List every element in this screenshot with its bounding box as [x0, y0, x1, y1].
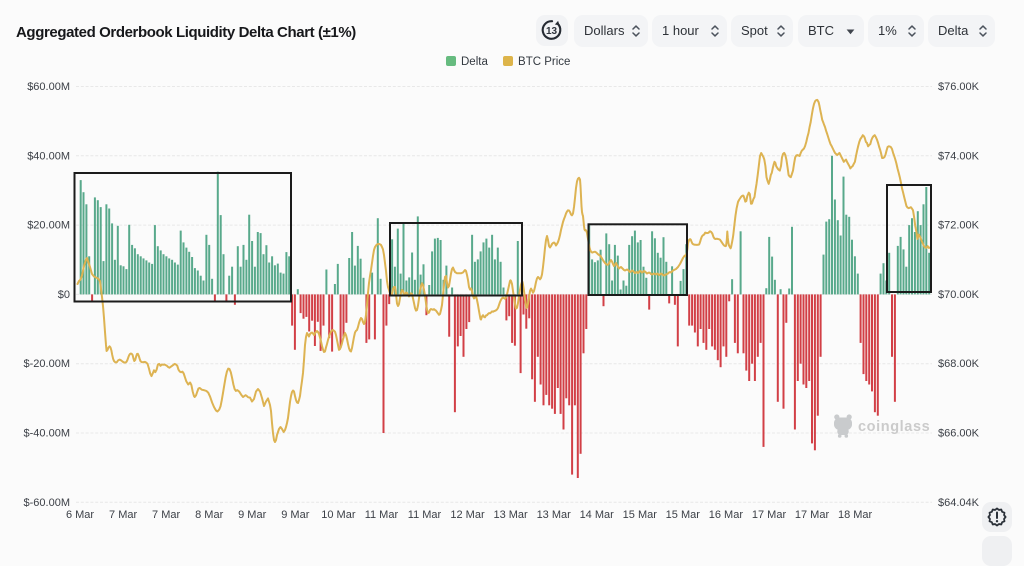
svg-text:$64.04K: $64.04K — [938, 497, 980, 509]
svg-text:17 Mar: 17 Mar — [795, 509, 830, 521]
svg-text:14 Mar: 14 Mar — [580, 509, 615, 521]
svg-text:$74.00K: $74.00K — [938, 150, 980, 162]
svg-text:$76.00K: $76.00K — [938, 81, 980, 93]
svg-text:12 Mar: 12 Mar — [450, 509, 485, 521]
svg-text:$72.00K: $72.00K — [938, 220, 980, 232]
svg-text:15 Mar: 15 Mar — [666, 509, 701, 521]
svg-text:13: 13 — [546, 26, 558, 37]
svg-text:$20.00M: $20.00M — [27, 220, 70, 232]
svg-text:11 Mar: 11 Mar — [408, 509, 442, 521]
svg-text:$60.00M: $60.00M — [27, 81, 70, 93]
svg-text:7 Mar: 7 Mar — [109, 509, 137, 521]
svg-text:17 Mar: 17 Mar — [752, 509, 787, 521]
svg-text:16 Mar: 16 Mar — [709, 509, 744, 521]
svg-text:10 Mar: 10 Mar — [321, 509, 356, 521]
svg-text:$0: $0 — [58, 289, 70, 301]
svg-text:$-40.00M: $-40.00M — [24, 428, 70, 440]
svg-text:13 Mar: 13 Mar — [493, 509, 528, 521]
svg-text:coinglass: coinglass — [858, 419, 930, 435]
svg-text:18 Mar: 18 Mar — [838, 509, 873, 521]
svg-text:$40.00M: $40.00M — [27, 150, 70, 162]
svg-text:$-60.00M: $-60.00M — [24, 497, 70, 509]
svg-text:13 Mar: 13 Mar — [537, 509, 572, 521]
svg-text:15 Mar: 15 Mar — [623, 509, 658, 521]
svg-text:$68.00K: $68.00K — [938, 358, 980, 370]
svg-text:$70.00K: $70.00K — [938, 289, 980, 301]
svg-text:$66.00K: $66.00K — [938, 428, 980, 440]
svg-text:7 Mar: 7 Mar — [152, 509, 180, 521]
svg-text:9 Mar: 9 Mar — [238, 509, 266, 521]
svg-text:$-20.00M: $-20.00M — [24, 358, 70, 370]
svg-text:8 Mar: 8 Mar — [195, 509, 223, 521]
svg-text:11 Mar: 11 Mar — [365, 509, 399, 521]
svg-text:6 Mar: 6 Mar — [66, 509, 94, 521]
svg-text:9 Mar: 9 Mar — [281, 509, 309, 521]
